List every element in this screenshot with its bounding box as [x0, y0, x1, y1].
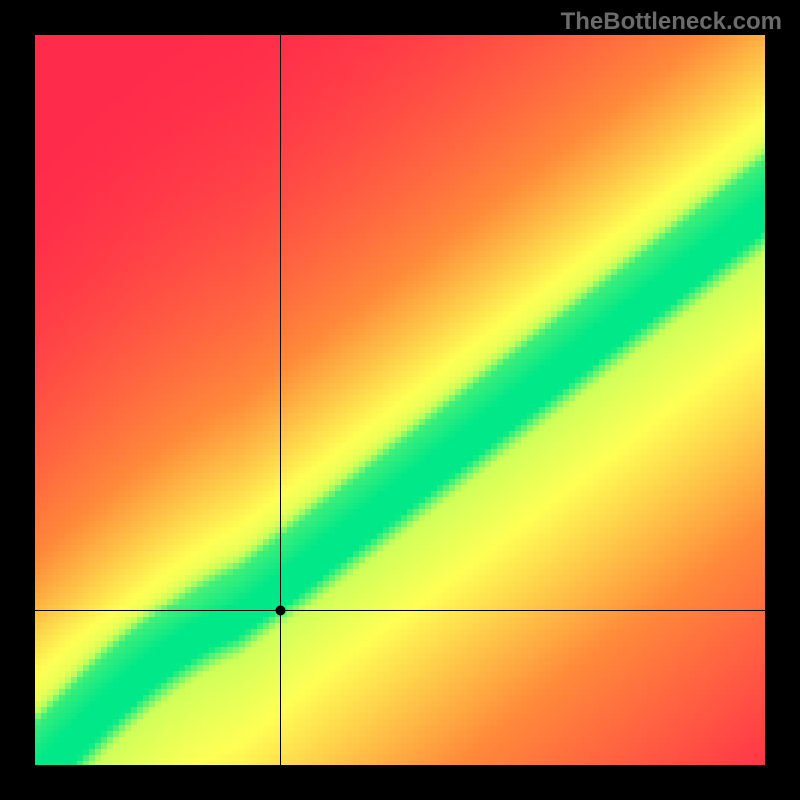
chart-container: TheBottleneck.com	[0, 0, 800, 800]
heatmap-plot	[35, 35, 765, 765]
heatmap-canvas	[35, 35, 765, 765]
watermark-text: TheBottleneck.com	[561, 8, 782, 36]
